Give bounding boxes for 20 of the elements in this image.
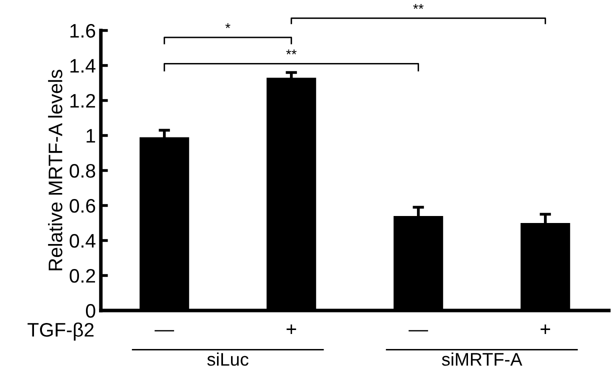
x-axis-title: TGF-β2 [28,322,94,341]
x-tick-label: + [540,324,550,334]
y-axis-title: Relative MRTF-A levels [48,70,62,270]
y-tick-label: 0.8 [70,164,96,178]
y-tick-label: 1.6 [70,24,96,38]
y-tick-label: 0.6 [70,198,96,213]
text: siMRTF-A [442,352,522,366]
y-tick-label: 1 [86,129,96,143]
y-tick-label: 0.2 [70,268,96,283]
text: siLuc [207,352,248,366]
x-tick-label: — [408,330,428,332]
y-tick-label: 1.4 [70,59,96,73]
x-tick-label: — [154,330,174,332]
x-tick-label: + [286,324,296,334]
annotation: ** [286,50,297,54]
text: ** [413,4,424,9]
y-tick-label: 0 [86,304,96,318]
y-tick-label: 0.4 [70,234,96,248]
text: * [225,23,230,28]
y-tick-label: 1.2 [70,94,96,108]
